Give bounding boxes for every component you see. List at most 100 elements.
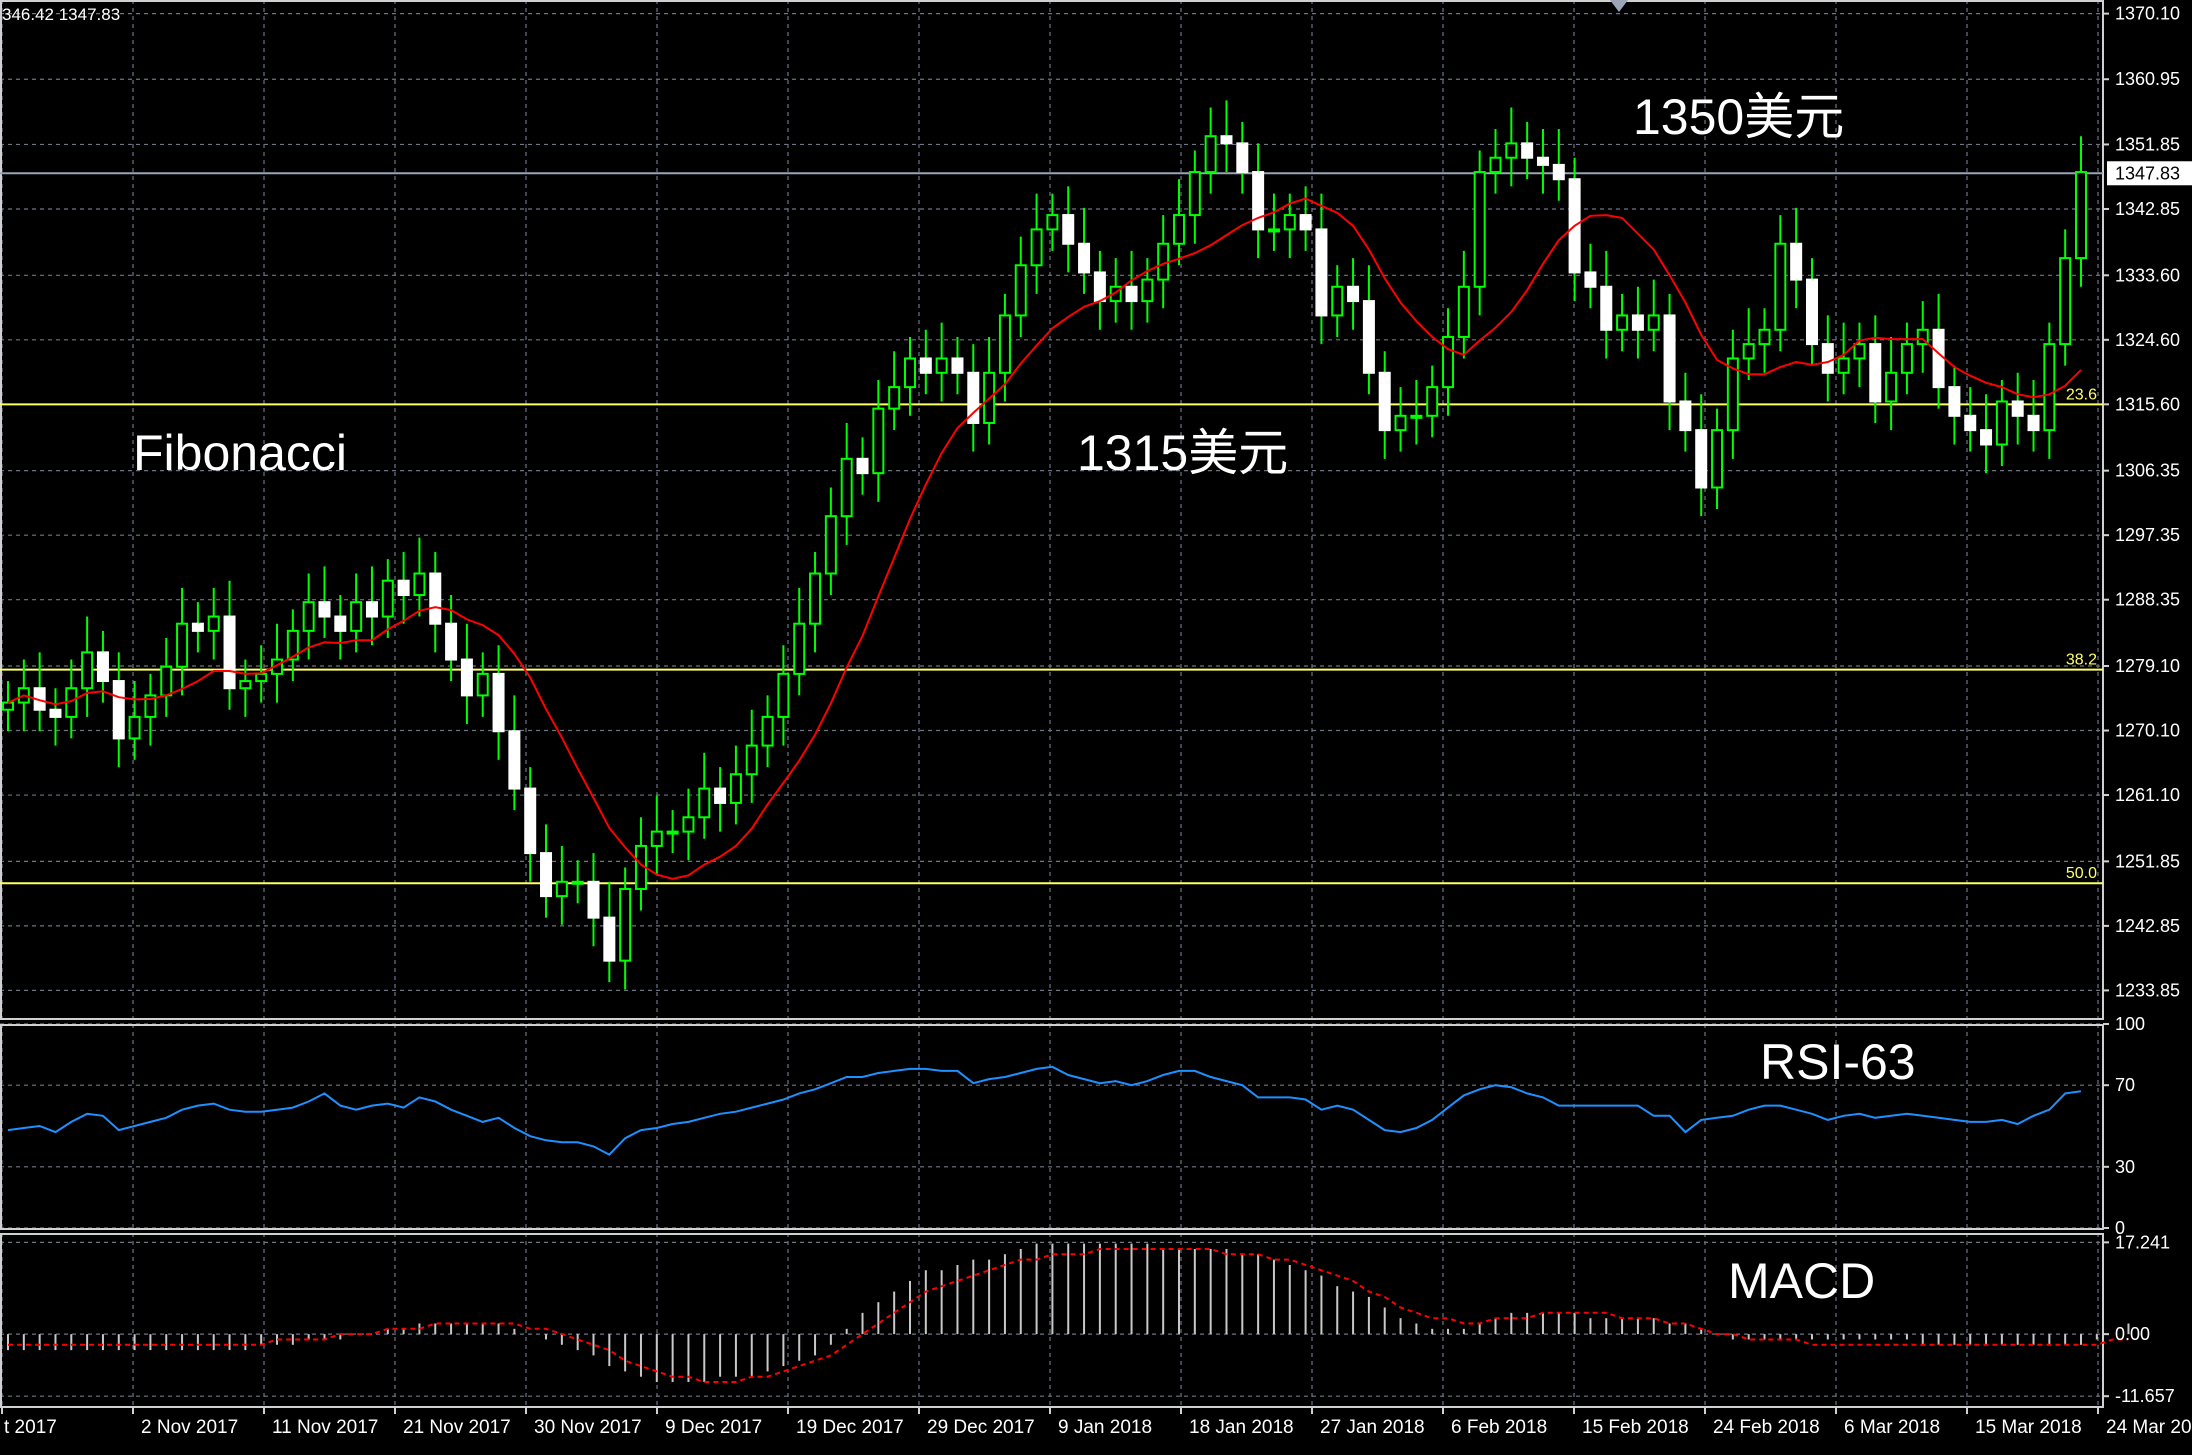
- candle-body: [761, 715, 774, 747]
- candle-body: [2, 701, 14, 711]
- fib-label-0: 23.6: [2066, 386, 2097, 403]
- current-price-label: 1347.83: [2115, 163, 2180, 183]
- candle-body: [112, 680, 125, 740]
- candle-body: [1267, 228, 1280, 233]
- candle-body: [1283, 214, 1296, 231]
- rsi-tick-label: 0: [2115, 1218, 2125, 1238]
- candle-body: [176, 622, 189, 668]
- panel-frame: [0, 0, 2104, 1020]
- candle-body: [540, 852, 553, 898]
- candle-body: [682, 816, 695, 833]
- macd-tick-label: -11.657: [2115, 1386, 2175, 1406]
- candle-body: [49, 708, 62, 718]
- candle-body: [2011, 400, 2024, 417]
- candle-body: [1442, 335, 1455, 389]
- candle-body: [1062, 214, 1075, 245]
- date-tick-label: 19 Dec 2017: [796, 1417, 904, 1438]
- candle-body: [1457, 285, 1470, 338]
- candle-body: [1362, 300, 1375, 374]
- candle-body: [96, 651, 109, 683]
- panel-frame: [0, 1024, 2104, 1230]
- candle-body: [1916, 328, 1929, 346]
- candle-body: [824, 515, 837, 575]
- candle-body: [619, 887, 632, 962]
- candle-body: [476, 672, 489, 697]
- date-tick-label: 29 Dec 2017: [927, 1417, 1035, 1438]
- candle-body: [1616, 314, 1629, 331]
- candle-body: [555, 880, 568, 898]
- candle-body: [1695, 429, 1708, 489]
- candle-body: [745, 744, 758, 776]
- date-tick-label: t 2017: [4, 1417, 57, 1438]
- candle-body: [1536, 156, 1549, 166]
- candle-body: [1584, 271, 1597, 288]
- candle-body: [1236, 142, 1249, 174]
- price-tick-label: 1288.35: [2115, 590, 2180, 610]
- candle-body: [128, 715, 141, 740]
- current-price-badge: [2107, 161, 2192, 186]
- axes: 1370.10 1360.95 1351.85 1342.85 1333.60 1324.…: [1, 4, 2192, 1438]
- candle-body: [888, 386, 901, 410]
- candle-body: [350, 601, 363, 632]
- candle-body: [1805, 278, 1818, 346]
- price-tick-label: 1315.60: [2115, 394, 2180, 414]
- panel-frame: [0, 1233, 2104, 1408]
- date-tick-label: 11 Nov 2017: [272, 1417, 378, 1438]
- candle-body: [1774, 242, 1787, 331]
- price-tick-label: 1233.85: [2115, 980, 2180, 1000]
- candle-body: [1078, 242, 1091, 274]
- candle-body: [413, 572, 426, 597]
- macd-title: MACD: [1728, 1253, 1876, 1309]
- date-tick-label: 30 Nov 2017: [534, 1417, 642, 1438]
- rsi-tick-label: 100: [2115, 1014, 2145, 1034]
- macd-histogram: [7, 1243, 2130, 1383]
- price-tick-label: 1360.95: [2115, 69, 2180, 89]
- candle-body: [1631, 314, 1644, 331]
- candle-body: [1252, 171, 1265, 231]
- fib-label-2: 50.0: [2066, 865, 2097, 882]
- date-tick-label: 15 Feb 2018: [1582, 1417, 1689, 1438]
- price-tick-label: 1370.10: [2115, 4, 2180, 24]
- candle-body: [714, 787, 727, 804]
- candle-body: [1014, 264, 1027, 317]
- candle-body: [286, 629, 299, 661]
- candle-body: [2059, 257, 2072, 346]
- candle-body: [1647, 314, 1660, 331]
- date-tick-label: 24 Feb 2018: [1713, 1417, 1820, 1438]
- candle-body: [1426, 386, 1439, 417]
- candle-body: [1046, 214, 1059, 231]
- candle-body: [2043, 343, 2056, 432]
- candle-body: [1141, 278, 1154, 303]
- candle-body: [729, 773, 742, 804]
- candle-body: [967, 371, 980, 424]
- candle-body: [492, 672, 505, 733]
- candle-body: [935, 357, 948, 374]
- rsi-tick-label: 30: [2115, 1157, 2135, 1177]
- date-tick-label: 15 Mar 2018: [1975, 1417, 2082, 1438]
- candle-body: [397, 579, 410, 597]
- candle-body: [1521, 142, 1534, 159]
- candle-body: [1948, 386, 1961, 417]
- rsi-line: [7, 1065, 2082, 1156]
- candle-body: [603, 916, 616, 962]
- candle-body: [1790, 242, 1803, 281]
- candle-body: [191, 622, 204, 632]
- candle-body: [1030, 228, 1043, 267]
- price-tick-label: 1242.85: [2115, 916, 2180, 936]
- price-tick-label: 1306.35: [2115, 461, 2180, 481]
- price-tick-label: 1324.60: [2115, 330, 2180, 350]
- candle-body: [666, 830, 679, 835]
- candle-body: [650, 830, 663, 847]
- candle-body: [1378, 371, 1391, 432]
- panel-frames: [0, 0, 2104, 1408]
- candle-body: [1347, 285, 1360, 303]
- candle-body: [1489, 156, 1502, 174]
- candle-body: [1505, 142, 1518, 159]
- price-tick-label: 1270.10: [2115, 721, 2180, 741]
- candle-body: [160, 665, 173, 697]
- candle-body: [1331, 285, 1344, 317]
- candle-body: [872, 407, 885, 475]
- candle-body: [998, 314, 1011, 374]
